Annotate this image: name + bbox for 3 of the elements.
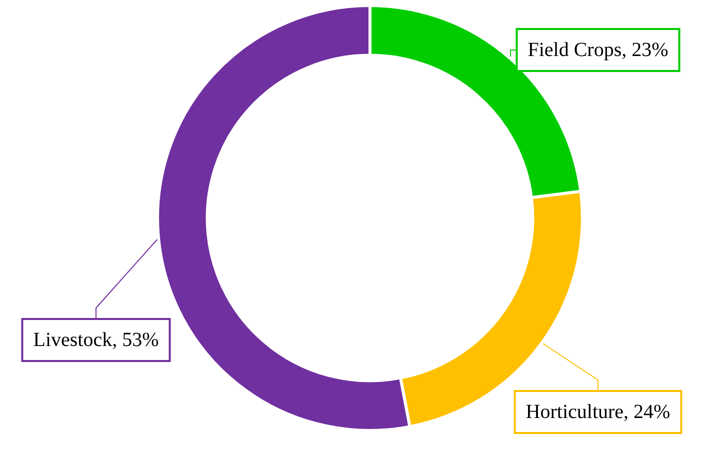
slice-label: Horticulture, 24%: [526, 401, 670, 423]
slice-label: Livestock, 53%: [33, 329, 159, 351]
slice-label: Field Crops, 23%: [528, 39, 668, 61]
